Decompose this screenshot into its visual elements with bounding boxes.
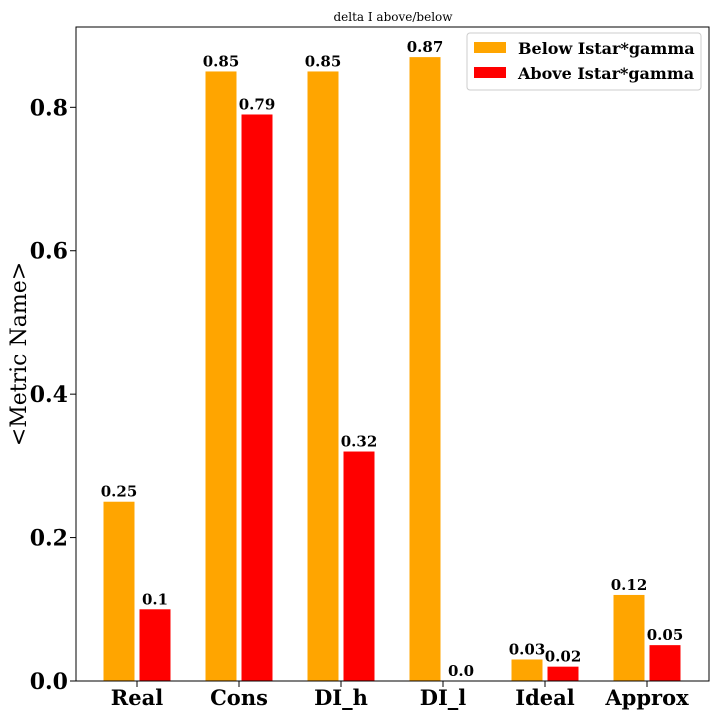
legend-box (466, 32, 702, 91)
plot-frame (75, 26, 710, 682)
legend-swatch-below (474, 42, 506, 53)
x-tick-label-di-l: DI_l (420, 685, 467, 710)
bar-label-above-di-l: 0.0 (448, 662, 474, 680)
x-axis: Real Cons DI_h DI_l Ideal Approx (111, 681, 689, 710)
bar-label-above-approx: 0.05 (647, 626, 684, 644)
y-tick-label: 0.6 (30, 239, 68, 265)
x-tick-label-approx: Approx (604, 685, 689, 710)
x-tick-label-cons: Cons (210, 685, 268, 710)
y-tick-label: 0.2 (30, 526, 68, 552)
y-tick-label: 0.8 (30, 95, 68, 121)
chart-title: delta I above/below (333, 10, 453, 24)
y-tick-label: 0.4 (30, 382, 68, 408)
x-tick-label-real: Real (111, 685, 163, 710)
bar-below-approx (613, 594, 645, 681)
bar-below-di-l (409, 57, 441, 682)
bar-above-real (139, 609, 171, 681)
bar-label-below-approx: 0.12 (611, 576, 648, 594)
bars-layer (103, 57, 681, 682)
bar-below-real (103, 501, 135, 681)
y-tick-label: 0.0 (30, 669, 68, 695)
y-axis-label: <Metric Name> (7, 262, 32, 446)
bar-below-ideal (511, 659, 543, 681)
bar-above-cons (241, 114, 273, 682)
legend-label-below: Below Istar*gamma (518, 39, 695, 58)
x-tick-label-ideal: Ideal (515, 685, 574, 710)
bar-labels-layer: 0.25 0.85 0.85 0.87 0.03 0.12 0.1 0.79 0.32 0.0 0.… (101, 38, 684, 680)
bar-label-below-ideal: 0.03 (509, 640, 546, 658)
bar-label-above-ideal: 0.02 (545, 648, 582, 666)
bar-label-below-di-h: 0.85 (305, 52, 342, 70)
bar-above-ideal (547, 666, 579, 681)
legend: Below Istar*gamma Above Istar*gamma (466, 32, 702, 91)
bar-below-di-h (307, 71, 339, 682)
bar-label-below-cons: 0.85 (203, 52, 240, 70)
bar-label-below-real: 0.25 (101, 483, 138, 501)
bar-above-approx (649, 645, 681, 681)
bar-below-cons (205, 71, 237, 682)
legend-label-above: Above Istar*gamma (517, 64, 694, 83)
bar-above-di-h (343, 451, 375, 681)
x-tick-label-di-h: DI_h (314, 685, 368, 710)
legend-swatch-above (474, 67, 506, 78)
bar-label-above-cons: 0.79 (239, 95, 276, 113)
y-axis: 0.0 0.2 0.4 0.6 0.8 (30, 95, 76, 695)
bar-label-below-di-l: 0.87 (407, 38, 444, 56)
bar-label-above-real: 0.1 (142, 590, 168, 608)
bar-label-above-di-h: 0.32 (341, 433, 378, 451)
